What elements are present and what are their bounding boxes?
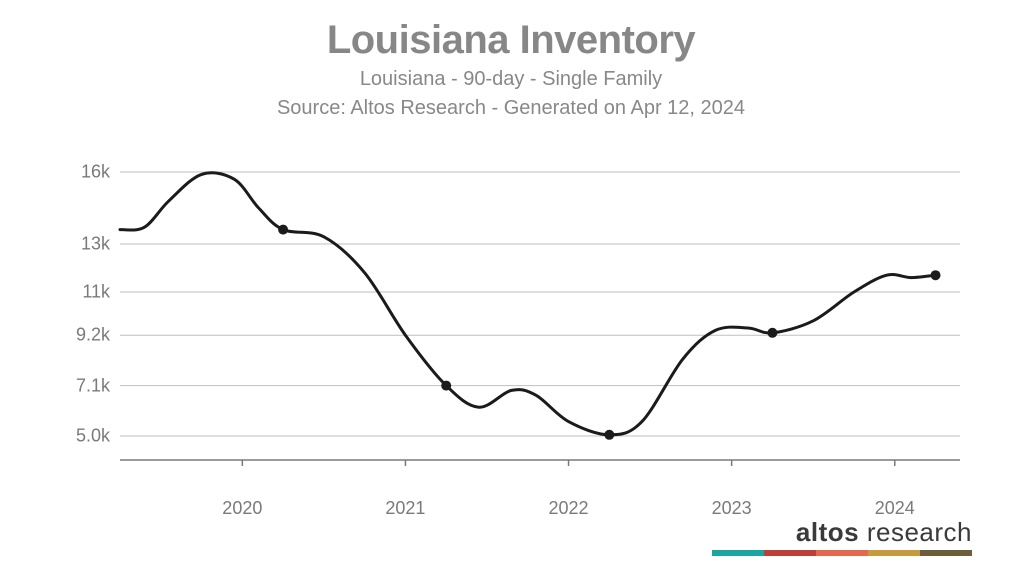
x-tick-label: 2023 (712, 498, 752, 519)
data-marker (931, 270, 941, 280)
brand-logo-bar-segment (920, 550, 972, 556)
brand-logo-text: altos research (712, 517, 972, 548)
brand-logo: altos research (712, 517, 972, 556)
x-tick-label: 2020 (222, 498, 262, 519)
y-tick-label: 11k (50, 282, 110, 303)
brand-logo-bar (712, 550, 972, 556)
header-block: Louisiana Inventory Louisiana - 90-day -… (0, 0, 1022, 120)
chart-container: Louisiana Inventory Louisiana - 90-day -… (0, 0, 1022, 576)
chart-svg (40, 150, 980, 490)
y-tick-label: 5.0k (50, 426, 110, 447)
y-tick-label: 16k (50, 162, 110, 183)
chart-plot-area: 5.0k7.1k9.2k11k13k16k 202020212022202320… (40, 150, 980, 490)
y-tick-label: 7.1k (50, 375, 110, 396)
x-tick-label: 2021 (385, 498, 425, 519)
data-marker (278, 225, 288, 235)
data-line (120, 173, 936, 435)
brand-logo-bar-segment (764, 550, 816, 556)
y-tick-label: 9.2k (50, 325, 110, 346)
chart-source: Source: Altos Research - Generated on Ap… (0, 97, 1022, 120)
x-tick-label: 2022 (549, 498, 589, 519)
brand-logo-light: research (859, 517, 972, 547)
data-marker (767, 328, 777, 338)
chart-subtitle: Louisiana - 90-day - Single Family (0, 68, 1022, 91)
brand-logo-bar-segment (816, 550, 868, 556)
brand-logo-bold: altos (796, 517, 859, 547)
y-tick-label: 13k (50, 234, 110, 255)
x-tick-label: 2024 (875, 498, 915, 519)
chart-title: Louisiana Inventory (0, 18, 1022, 62)
brand-logo-bar-segment (868, 550, 920, 556)
brand-logo-bar-segment (712, 550, 764, 556)
data-marker (604, 430, 614, 440)
data-marker (441, 381, 451, 391)
